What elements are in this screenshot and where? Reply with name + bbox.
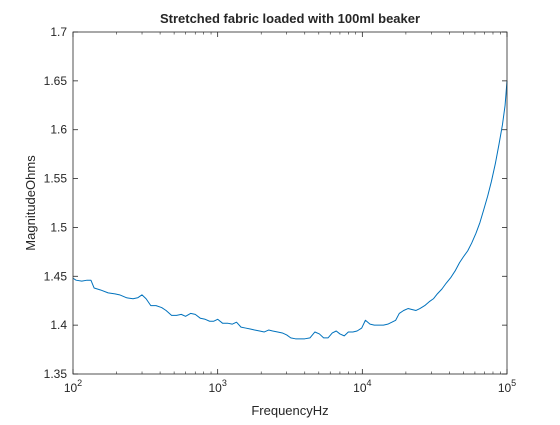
- y-tick-label: 1.45: [44, 269, 68, 283]
- x-tick-label: 102: [64, 378, 82, 395]
- y-tick-label: 1.4: [50, 318, 67, 332]
- y-tick-label: 1.5: [50, 220, 67, 234]
- y-tick-label: 1.7: [50, 25, 67, 39]
- x-tick-label: 105: [498, 378, 516, 395]
- y-tick-label: 1.65: [44, 74, 68, 88]
- x-tick-label: 104: [353, 378, 371, 395]
- x-tick-label: 103: [208, 378, 226, 395]
- tick-labels: 102 103 104 105 1.35 1.4 1.45 1.5 1.55 1.6 1.65 1.7: [44, 25, 517, 395]
- y-tick-label: 1.55: [44, 172, 68, 186]
- plot-box: [72, 31, 508, 375]
- plot-background: [73, 32, 507, 374]
- y-axis-label: MagnitudeOhms: [23, 155, 38, 251]
- chart-title: Stretched fabric loaded with 100ml beake…: [160, 11, 420, 26]
- y-tick-label: 1.6: [50, 123, 67, 137]
- series-line: [72, 80, 508, 340]
- x-axis-label: FrequencyHz: [251, 403, 328, 418]
- y-tick-label: 1.35: [44, 367, 68, 381]
